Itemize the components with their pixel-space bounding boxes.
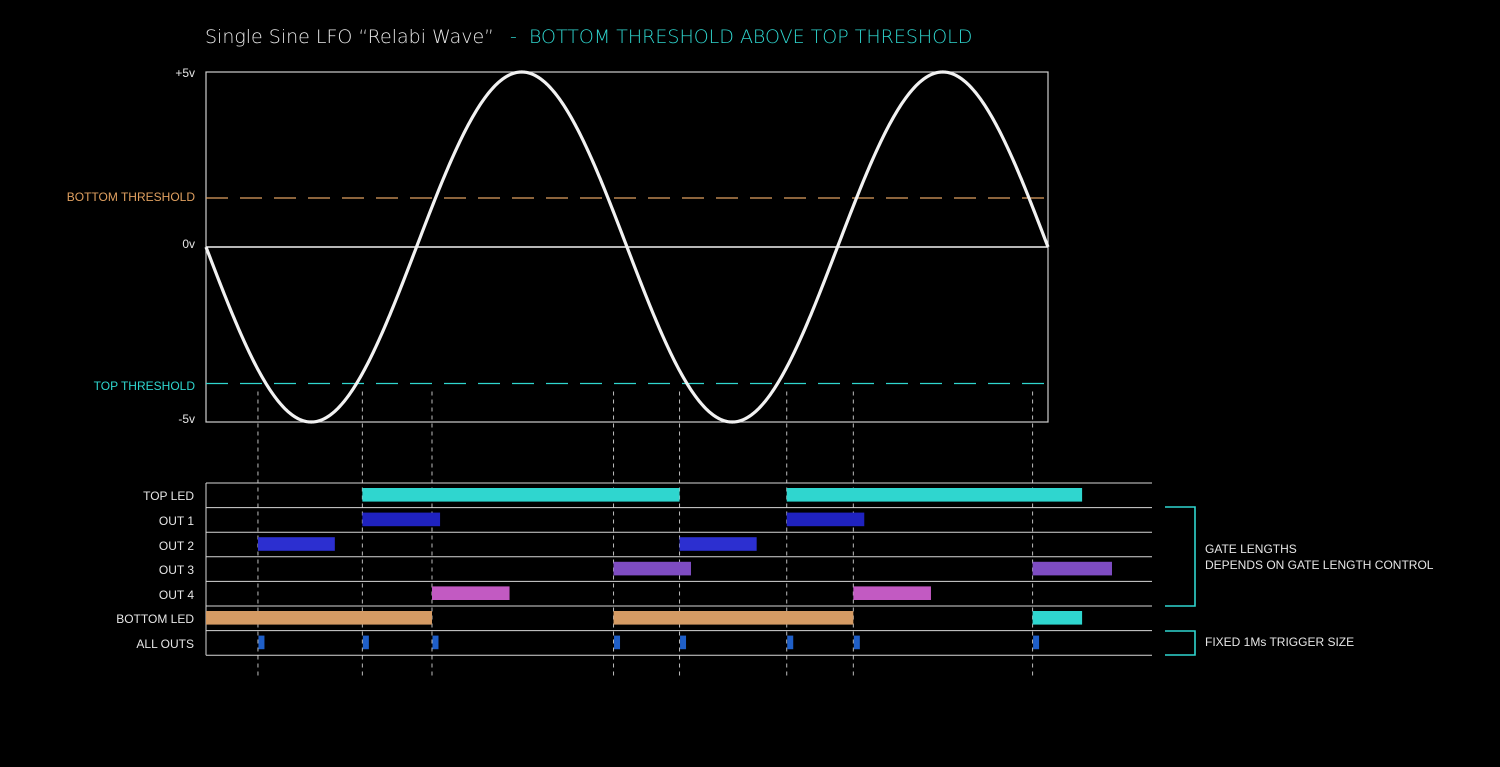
annotation-brackets (1165, 506, 1196, 656)
bottom-threshold-label: BOTTOM THRESHOLD (66, 190, 195, 204)
y-tick-0v: 0v (182, 237, 195, 251)
trigger-pulse (258, 635, 265, 650)
gate-bar (1032, 611, 1083, 625)
trigger-pulse (432, 635, 439, 650)
gate-bar (257, 537, 335, 551)
lane-label-bottom-led: BOTTOM LED (116, 612, 194, 627)
gate-bar (362, 488, 680, 502)
diagram-title: Single Sine LFO “Relabi Wave” - BOTTOM T… (205, 26, 972, 48)
trigger-pulse (853, 635, 860, 650)
top-threshold-label: TOP THRESHOLD (93, 378, 195, 393)
lane-label-out-2: OUT 2 (158, 538, 194, 553)
event-guide-lines (257, 391, 1034, 676)
gate-bar (786, 488, 1083, 502)
gate-lengths-bracket (1165, 506, 1196, 607)
trigger-pulse (614, 635, 621, 650)
output-lanes (205, 482, 1152, 656)
lane-label-all-outs: ALL OUTS (136, 636, 194, 651)
lane-label-top-led: TOP LED (143, 489, 194, 504)
lane-label-out-3: OUT 3 (158, 563, 194, 578)
title-separator: - (510, 26, 517, 48)
gate-lengths-note-line2: DEPENDS ON GATE LENGTH CONTROL (1205, 558, 1434, 572)
y-tick-plus5v: +5v (175, 66, 195, 80)
gate-bar (853, 586, 931, 600)
title-subtitle: BOTTOM THRESHOLD ABOVE TOP THRESHOLD (528, 26, 973, 48)
gate-lengths-note-line1: GATE LENGTHS (1205, 542, 1297, 556)
y-tick-minus5v: -5v (178, 412, 195, 426)
gate-bar (613, 561, 691, 576)
trigger-size-bracket (1165, 630, 1196, 656)
gate-bar (362, 512, 441, 527)
sine-wave (204, 70, 1050, 424)
gate-bar (613, 611, 854, 625)
trigger-pulse (680, 635, 687, 650)
gate-bar (679, 537, 757, 551)
lane-label-out-4: OUT 4 (158, 587, 194, 602)
gate-bar (431, 586, 510, 600)
trigger-pulse (362, 635, 369, 650)
gate-bar (206, 611, 432, 625)
gate-bar (1032, 561, 1112, 576)
trigger-pulse (1033, 635, 1040, 650)
title-main: Single Sine LFO “Relabi Wave” (205, 26, 494, 48)
waveform-plot (204, 70, 1050, 424)
gate-lengths-note: GATE LENGTHS DEPENDS ON GATE LENGTH CONT… (1205, 541, 1433, 573)
gate-bar (786, 512, 865, 527)
lane-label-out-1: OUT 1 (158, 513, 194, 528)
trigger-pulse (787, 635, 794, 650)
trigger-size-note: FIXED 1Ms TRIGGER SIZE (1205, 635, 1355, 649)
